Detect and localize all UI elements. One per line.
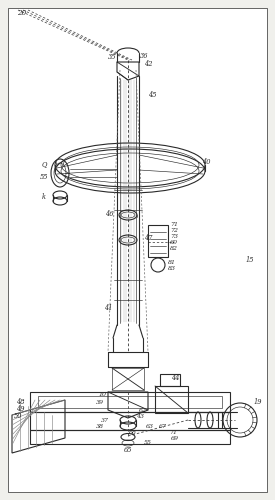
Text: 62: 62 bbox=[139, 408, 147, 412]
Bar bbox=[30, 430, 230, 444]
Text: 83: 83 bbox=[168, 266, 176, 272]
Text: 19: 19 bbox=[254, 398, 262, 406]
Text: k: k bbox=[42, 193, 46, 201]
Text: 68: 68 bbox=[129, 430, 137, 434]
Text: 37: 37 bbox=[101, 418, 109, 422]
Text: 15: 15 bbox=[246, 256, 254, 264]
Text: 42: 42 bbox=[144, 60, 152, 68]
Text: 82: 82 bbox=[170, 246, 178, 252]
Text: 20: 20 bbox=[17, 9, 27, 17]
Text: 81: 81 bbox=[168, 260, 176, 266]
Bar bbox=[38, 396, 222, 408]
Text: 55: 55 bbox=[144, 440, 152, 444]
Text: 10: 10 bbox=[99, 392, 107, 398]
Text: 36: 36 bbox=[140, 52, 148, 60]
Text: 38: 38 bbox=[96, 424, 104, 430]
Bar bbox=[160, 374, 180, 386]
Text: 71: 71 bbox=[170, 222, 178, 228]
Text: 35: 35 bbox=[108, 53, 116, 61]
Text: 39: 39 bbox=[96, 400, 104, 406]
Text: 45: 45 bbox=[148, 91, 156, 99]
Text: 63: 63 bbox=[146, 424, 154, 428]
Bar bbox=[148, 225, 168, 257]
Text: 50: 50 bbox=[14, 412, 22, 420]
Bar bbox=[30, 412, 230, 430]
Text: 40: 40 bbox=[202, 158, 210, 166]
Text: 72: 72 bbox=[170, 228, 178, 234]
Text: 44: 44 bbox=[171, 374, 179, 382]
Bar bbox=[30, 392, 230, 412]
Text: 71: 71 bbox=[169, 430, 177, 434]
Text: 41: 41 bbox=[104, 304, 112, 312]
Text: 46: 46 bbox=[105, 210, 113, 218]
Text: 65: 65 bbox=[124, 446, 132, 454]
Text: 48: 48 bbox=[16, 398, 24, 406]
Text: 73: 73 bbox=[170, 234, 178, 240]
Text: 49: 49 bbox=[16, 405, 24, 413]
Text: 67: 67 bbox=[159, 424, 167, 430]
Text: 47: 47 bbox=[144, 234, 152, 242]
Text: 43: 43 bbox=[136, 414, 144, 420]
Text: 60: 60 bbox=[170, 240, 178, 246]
Text: 55: 55 bbox=[40, 173, 48, 181]
Text: Q: Q bbox=[41, 160, 47, 168]
Text: 69: 69 bbox=[171, 436, 179, 440]
